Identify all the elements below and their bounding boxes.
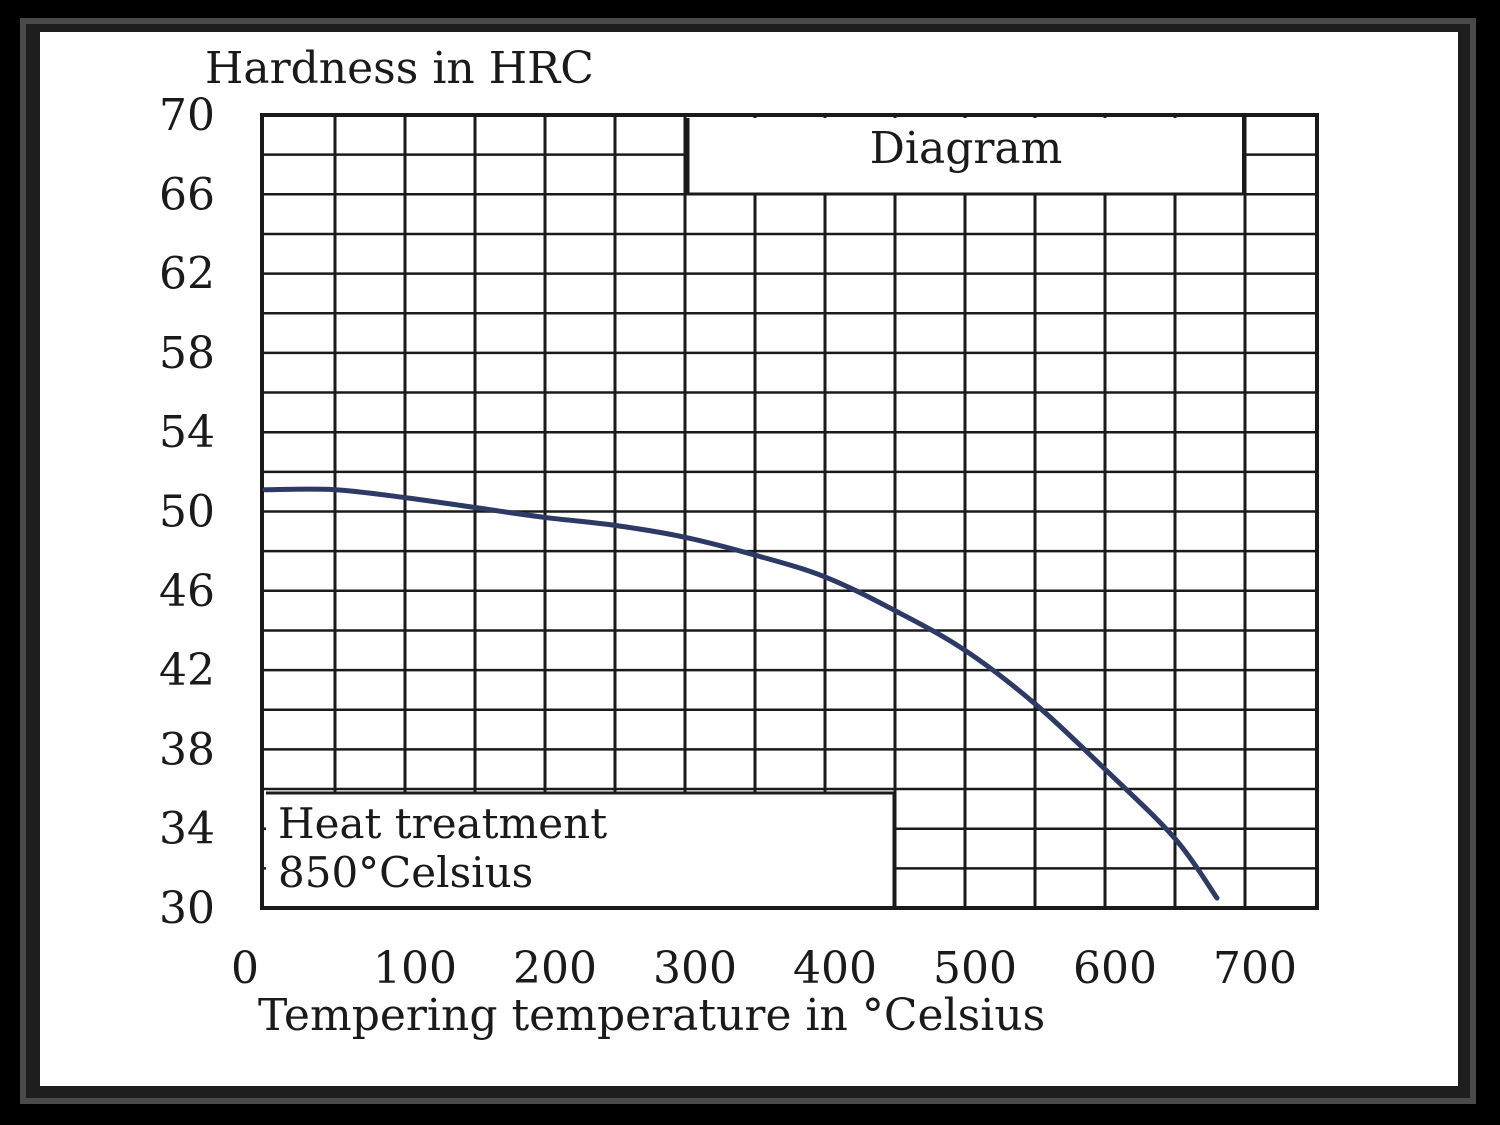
y-tick-label: 46: [159, 566, 215, 617]
diagram-box-bg: [688, 118, 1244, 194]
x-tick-label: 600: [1073, 943, 1157, 994]
plot-border: [260, 113, 1319, 910]
diagram-box-label: Diagram: [870, 123, 1063, 174]
x-tick-label: 300: [653, 943, 737, 994]
y-tick-label: 54: [159, 407, 215, 458]
y-axis-title: Hardness in HRC: [205, 43, 594, 94]
y-tick-label: 66: [159, 169, 215, 220]
x-tick-label: 0: [231, 943, 259, 994]
x-tick-label: 100: [373, 943, 457, 994]
chart-paper: [40, 32, 1458, 1086]
heat-treatment-line2: 850°Celsius: [278, 848, 533, 897]
grid: [262, 115, 1317, 908]
y-tick-label: 42: [159, 645, 215, 696]
x-axis-title: Tempering temperature in °Celsius: [258, 990, 1045, 1041]
y-tick-label: 38: [159, 724, 215, 775]
heat-treatment-line1: Heat treatment: [278, 799, 607, 848]
hardness-curve: [262, 486, 1220, 901]
y-tick-label: 62: [159, 249, 215, 300]
x-tick-label: 400: [793, 943, 877, 994]
y-tick-label: 34: [159, 804, 215, 855]
y-tick-label: 30: [159, 883, 215, 934]
y-tick-label: 50: [159, 487, 215, 538]
x-tick-label: 700: [1213, 943, 1297, 994]
x-tick-label: 200: [513, 943, 597, 994]
series-layer: [262, 486, 1220, 901]
heat-treatment-box-bg: [266, 793, 894, 906]
y-tick-label: 58: [159, 328, 215, 379]
x-tick-label: 500: [933, 943, 1017, 994]
y-tick-label: 70: [159, 90, 215, 141]
